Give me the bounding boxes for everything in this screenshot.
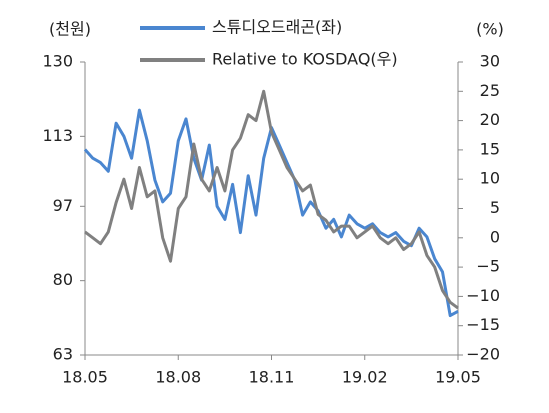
y2-tick-label: 10: [480, 169, 500, 188]
x-tick-label: 19.05: [435, 368, 481, 387]
x-tick-label: 18.11: [249, 368, 295, 387]
x-tick-label: 19.02: [342, 368, 388, 387]
y2-tick-label: 25: [480, 81, 500, 100]
y2-tick-label: 0: [490, 227, 500, 246]
legend-label: 스튜디오드래곤(좌): [212, 18, 342, 37]
y2-tick-label: 15: [480, 139, 500, 158]
y-tick-label: 97: [53, 196, 73, 215]
y2-tick-label: 5: [490, 198, 500, 217]
y-tick-label: 130: [42, 52, 73, 71]
y2-tick-label: −10: [466, 286, 500, 305]
y2-tick-label: 30: [480, 52, 500, 71]
series-line: [83, 108, 459, 318]
y2-axis-label: (%): [476, 20, 504, 39]
y-tick-label: 80: [53, 270, 73, 289]
series-line: [84, 89, 459, 310]
y-axis-label: (천원): [49, 20, 91, 39]
legend-label: Relative to KOSDAQ(우): [212, 50, 398, 69]
x-tick-label: 18.05: [62, 368, 108, 387]
y-tick-label: 63: [53, 345, 73, 364]
y2-tick-label: −20: [466, 345, 500, 364]
y-tick-label: 113: [42, 126, 73, 145]
x-tick-label: 18.08: [155, 368, 201, 387]
y2-tick-label: 20: [480, 110, 500, 129]
y2-tick-label: −15: [466, 315, 500, 334]
y2-tick-label: −5: [476, 257, 500, 276]
